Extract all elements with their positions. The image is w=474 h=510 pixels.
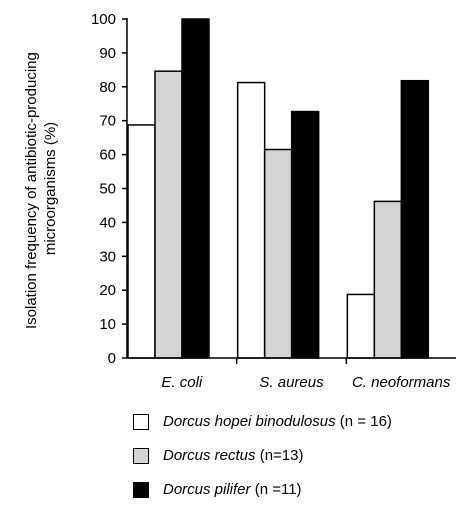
bar <box>373 200 403 359</box>
y-axis-ticks: 0 10 20 30 40 50 60 70 80 90 100 <box>91 11 127 367</box>
legend-label-rectus: Dorcus rectus (n=13) <box>163 447 303 464</box>
y-tick-label: 10 <box>99 316 116 333</box>
y-tick-label: 80 <box>99 79 116 96</box>
bar <box>127 124 156 359</box>
legend: Dorcus hopei binodulosus (n = 16) Dorcus… <box>133 408 463 510</box>
legend-item-pilifer: Dorcus pilifer (n =11) <box>133 476 463 503</box>
bar <box>290 110 320 359</box>
legend-species-hopei: Dorcus hopei binodulosus <box>163 413 336 430</box>
legend-count-hopei: (n = 16) <box>335 413 392 430</box>
y-axis-label-line1: Isolation frequency of antibiotic-produc… <box>23 52 40 329</box>
y-tick-label: 90 <box>99 45 116 62</box>
bar <box>181 18 210 359</box>
legend-species-rectus: Dorcus rectus <box>163 447 256 464</box>
legend-label-pilifer: Dorcus pilifer (n =11) <box>163 481 302 498</box>
bar <box>236 81 266 359</box>
y-tick-label: 0 <box>108 350 116 367</box>
legend-species-pilifer: Dorcus pilifer <box>163 481 251 498</box>
category-label: S. aureus <box>259 374 324 391</box>
bar <box>400 79 430 359</box>
legend-swatch-rectus <box>133 447 149 464</box>
y-tick-label: 50 <box>99 181 116 198</box>
bars <box>127 18 430 359</box>
bar <box>263 148 293 359</box>
legend-swatch-pilifer <box>133 481 149 498</box>
legend-item-rectus: Dorcus rectus (n=13) <box>133 442 463 469</box>
y-tick-label: 70 <box>99 113 116 130</box>
bar-chart: Isolation frequency of antibiotic-produc… <box>23 11 456 391</box>
category-label: E. coli <box>161 374 203 391</box>
y-tick-label: 100 <box>91 11 116 28</box>
y-tick-label: 30 <box>99 248 116 265</box>
bar <box>154 70 183 359</box>
legend-count-rectus: (n=13) <box>255 447 304 464</box>
y-axis-label-line2: microorganisms (%) <box>42 122 59 255</box>
bar <box>346 293 376 359</box>
y-tick-label: 40 <box>99 214 116 231</box>
y-tick-label: 20 <box>99 282 116 299</box>
y-tick-label: 60 <box>99 147 116 164</box>
y-axis-label: Isolation frequency of antibiotic-produc… <box>23 48 59 329</box>
axes <box>126 18 456 364</box>
legend-item-hopei: Dorcus hopei binodulosus (n = 16) <box>133 408 463 435</box>
category-label: C. neoformans <box>352 374 451 391</box>
legend-label-hopei: Dorcus hopei binodulosus (n = 16) <box>163 413 392 430</box>
legend-swatch-hopei <box>133 413 149 430</box>
category-labels: E. coli S. aureus C. neoformans <box>161 374 450 391</box>
legend-count-pilifer: (n =11) <box>250 481 302 498</box>
